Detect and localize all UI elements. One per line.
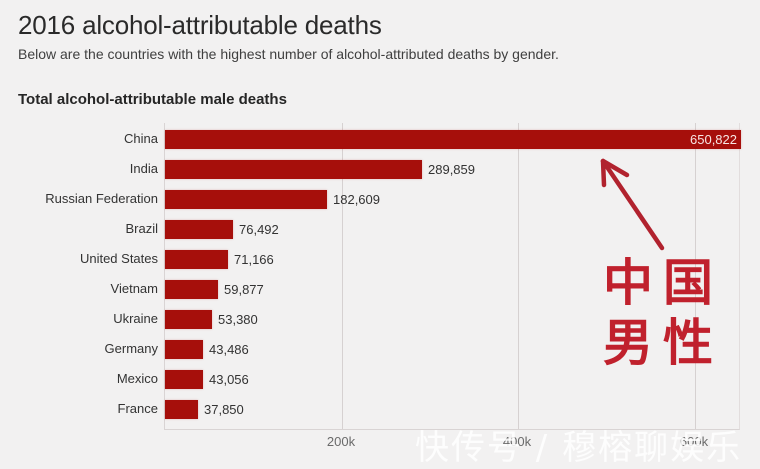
gridline-200k: [342, 123, 343, 429]
bar-row: Vietnam 59,877: [0, 280, 760, 300]
watermark: 快传号 / 穆榕聊娱乐: [415, 428, 743, 468]
category-label: Russian Federation: [45, 191, 158, 206]
value-label: 71,166: [234, 252, 274, 267]
bar-row: Germany 43,486: [0, 340, 760, 360]
bar: [165, 250, 228, 269]
value-label: 59,877: [224, 282, 264, 297]
category-label: Germany: [104, 341, 158, 356]
annotation-char: 中: [603, 253, 653, 312]
category-label: United States: [79, 251, 158, 266]
bar-row: Ukraine 53,380: [0, 310, 760, 330]
category-label: China: [124, 131, 158, 146]
page-title: 2016 alcohol-attributable deaths: [18, 10, 382, 40]
bar-row: Mexico 43,056: [0, 370, 760, 390]
bar-row: France 37,850: [0, 400, 760, 420]
bar: [165, 220, 233, 239]
chart-title: Total alcohol-attributable male deaths: [18, 91, 287, 108]
bar: [165, 280, 218, 299]
category-label: Ukraine: [113, 311, 158, 326]
gridline-400k: [518, 123, 519, 429]
bar: [165, 340, 203, 359]
bar-row: United States 71,166: [0, 250, 760, 270]
annotation-char: 男: [603, 313, 653, 372]
value-label: 650,822: [690, 132, 737, 147]
value-label: 43,056: [209, 372, 249, 387]
x-tick-label: 600k: [679, 434, 709, 449]
category-label: France: [117, 401, 158, 416]
gridline-600k: [695, 123, 696, 429]
value-label: 53,380: [218, 312, 258, 327]
category-label: Brazil: [125, 221, 158, 236]
annotation-char: 国: [663, 253, 713, 312]
plot-area: [164, 123, 740, 430]
bar-row: China 650,822: [0, 130, 760, 150]
category-label: Vietnam: [110, 281, 158, 296]
page-subtitle: Below are the countries with the highest…: [18, 46, 559, 62]
value-label: 289,859: [428, 162, 475, 177]
annotation-char: 性: [663, 313, 713, 372]
bar: [165, 370, 203, 389]
category-label: Mexico: [116, 371, 158, 386]
bar: 650,822: [165, 130, 741, 149]
x-tick-label: 200k: [326, 434, 356, 449]
bar-row: Brazil 76,492: [0, 220, 760, 240]
bar-row: India 289,859: [0, 160, 760, 180]
bar: [165, 190, 327, 209]
value-label: 182,609: [333, 192, 380, 207]
bar: [165, 400, 198, 419]
value-label: 37,850: [204, 402, 244, 417]
x-tick-label: 400k: [502, 434, 532, 449]
bar: [165, 160, 422, 179]
bar-row: Russian Federation 182,609: [0, 190, 760, 210]
category-label: India: [129, 161, 158, 176]
bar: [165, 310, 212, 329]
value-label: 76,492: [239, 222, 279, 237]
value-label: 43,486: [209, 342, 249, 357]
